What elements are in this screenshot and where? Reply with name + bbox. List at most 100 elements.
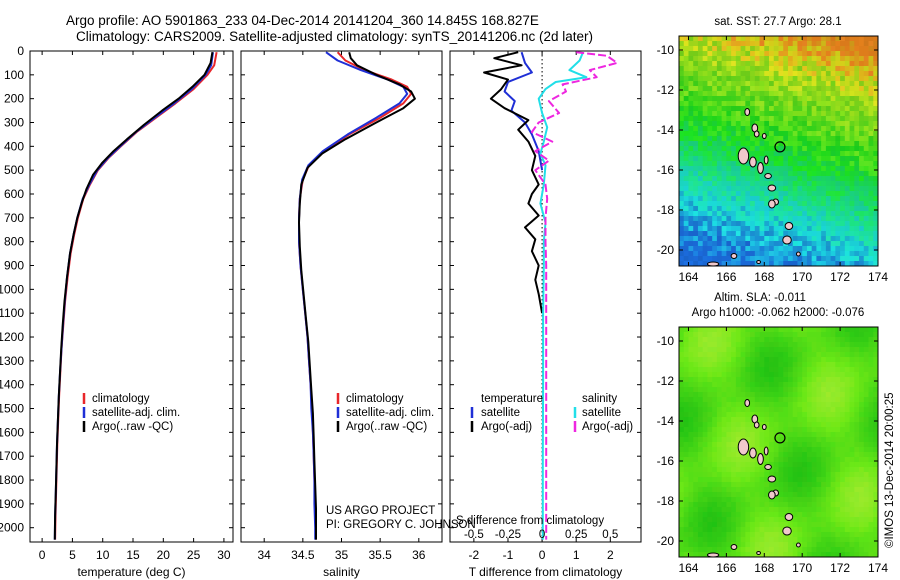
map-cell bbox=[750, 442, 756, 448]
map-cell bbox=[688, 61, 694, 67]
map-cell bbox=[731, 166, 737, 172]
map-cell bbox=[702, 542, 708, 548]
map-cell bbox=[726, 136, 732, 142]
map-cell bbox=[740, 221, 746, 227]
map-cell bbox=[830, 191, 836, 197]
map-cell bbox=[811, 352, 817, 358]
map-cell bbox=[787, 382, 794, 388]
map-cell bbox=[702, 482, 708, 488]
plot-frame bbox=[240, 50, 443, 543]
map-cell bbox=[750, 357, 756, 363]
map-cell bbox=[721, 251, 727, 257]
map-cell bbox=[764, 41, 770, 47]
map-cell bbox=[835, 96, 841, 102]
map-cell bbox=[721, 61, 727, 67]
map-cell bbox=[702, 427, 708, 433]
map-cell bbox=[759, 51, 765, 57]
map-cell bbox=[740, 552, 746, 558]
map-cell bbox=[702, 477, 708, 483]
map-cell bbox=[754, 447, 760, 453]
map-cell bbox=[787, 41, 794, 47]
map-cell bbox=[873, 457, 879, 463]
map-cell bbox=[702, 392, 708, 398]
map-cell bbox=[835, 211, 841, 217]
map-cell bbox=[745, 76, 751, 82]
map-cell bbox=[830, 442, 836, 448]
map-cell bbox=[697, 392, 704, 398]
map-cell bbox=[840, 211, 846, 217]
map-cell bbox=[750, 56, 756, 62]
y-tick-label: 1000 bbox=[0, 282, 24, 296]
map-cell bbox=[787, 452, 794, 458]
map-cell bbox=[863, 387, 869, 393]
map-cell bbox=[778, 362, 784, 368]
map-cell bbox=[840, 522, 846, 528]
map-cell bbox=[759, 91, 765, 97]
map-cell bbox=[835, 347, 841, 353]
map-cell bbox=[679, 56, 685, 62]
map-cell bbox=[821, 91, 827, 97]
map-cell bbox=[835, 532, 841, 538]
map-cell bbox=[731, 106, 737, 112]
map-cell bbox=[750, 216, 756, 222]
map-cell bbox=[859, 422, 865, 428]
map-cell bbox=[716, 71, 723, 77]
map-cell bbox=[783, 91, 789, 97]
map-cell bbox=[679, 171, 685, 177]
map-cell bbox=[778, 352, 784, 358]
map-cell bbox=[816, 246, 822, 252]
map-cell bbox=[764, 211, 770, 217]
map-cell bbox=[759, 61, 765, 67]
map-cell bbox=[830, 512, 836, 518]
map-cell bbox=[764, 487, 770, 493]
map-cell bbox=[702, 547, 708, 553]
map-cell bbox=[825, 507, 832, 513]
map-cell bbox=[844, 372, 850, 378]
map-cell bbox=[873, 91, 879, 97]
map-cell bbox=[773, 116, 779, 122]
map-cell bbox=[769, 532, 775, 538]
map-cell bbox=[806, 156, 813, 162]
map-cell bbox=[683, 171, 689, 177]
map-cell bbox=[792, 86, 798, 92]
map-cell bbox=[787, 447, 794, 453]
map-cell bbox=[721, 111, 727, 117]
map-cell bbox=[693, 181, 699, 187]
map-cell bbox=[821, 352, 827, 358]
map-cell bbox=[764, 131, 770, 137]
map-cell bbox=[821, 121, 827, 127]
map-cell bbox=[802, 221, 808, 227]
map-cell bbox=[854, 166, 860, 172]
map-cell bbox=[835, 552, 841, 558]
map-cell bbox=[816, 161, 822, 167]
map-cell bbox=[806, 86, 813, 92]
map-cell bbox=[769, 502, 775, 508]
map-cell bbox=[873, 136, 879, 142]
map-cell bbox=[835, 181, 841, 187]
map-cell bbox=[868, 337, 874, 343]
map-cell bbox=[783, 146, 789, 152]
map-cell bbox=[745, 191, 751, 197]
map-cell bbox=[754, 151, 760, 157]
map-cell bbox=[759, 111, 765, 117]
map-cell bbox=[835, 231, 841, 237]
map-cell bbox=[787, 467, 794, 473]
map-cell bbox=[754, 452, 760, 458]
map-cell bbox=[707, 512, 713, 518]
map-cell bbox=[806, 256, 813, 262]
map-cell bbox=[816, 342, 822, 348]
map-cell bbox=[716, 342, 723, 348]
map-cell bbox=[712, 61, 718, 67]
map-cell bbox=[863, 402, 869, 408]
map-cell bbox=[797, 201, 803, 207]
map-cell bbox=[773, 327, 779, 333]
map-cell bbox=[778, 457, 784, 463]
map-cell bbox=[797, 136, 803, 142]
map-cell bbox=[802, 111, 808, 117]
map-cell bbox=[726, 116, 732, 122]
map-cell bbox=[679, 61, 685, 67]
map-cell bbox=[688, 427, 694, 433]
map-cell bbox=[868, 231, 874, 237]
map-cell bbox=[778, 46, 784, 52]
series-line-1 bbox=[483, 51, 544, 314]
